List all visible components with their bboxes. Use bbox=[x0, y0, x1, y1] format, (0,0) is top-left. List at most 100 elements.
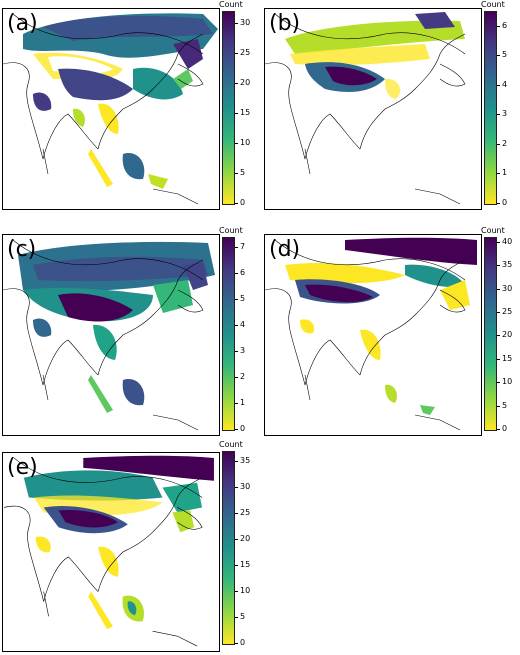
panel-c: (c) Count 7 6 5 4 3 2 1 0 bbox=[0, 226, 260, 441]
legend-tick-mark bbox=[497, 25, 500, 27]
legend-tick-mark bbox=[235, 591, 238, 593]
legend-tick-label: 30 bbox=[240, 482, 251, 492]
legend-tick-mark bbox=[235, 539, 238, 541]
panel-b-label: (b) bbox=[269, 11, 301, 36]
legend-tick-label: 5 bbox=[502, 50, 508, 60]
legend-tick-mark bbox=[235, 83, 238, 84]
legend-tick-mark bbox=[235, 377, 238, 379]
legend-tick-label: 15 bbox=[240, 560, 251, 570]
legend-tick-label: 5 bbox=[240, 612, 246, 622]
map-b: (b) bbox=[264, 8, 482, 210]
legend-tick-mark bbox=[235, 643, 238, 644]
legend-tick-mark bbox=[235, 351, 238, 353]
legend-tick-mark bbox=[497, 241, 500, 243]
legend-tick-mark bbox=[235, 143, 238, 144]
legend-tick-mark bbox=[235, 617, 238, 619]
panel-a-label: (a) bbox=[7, 11, 38, 36]
map-e-svg bbox=[4, 455, 214, 647]
legend-tick-mark bbox=[497, 429, 500, 430]
legend-tick-label: 0 bbox=[240, 198, 246, 207]
legend-tick-mark bbox=[235, 203, 238, 204]
map-e: (e) bbox=[2, 452, 220, 652]
legend-tick-label: 0 bbox=[502, 424, 508, 433]
legend-tick-mark bbox=[235, 247, 238, 249]
legend-tick-label: 4 bbox=[502, 79, 508, 89]
legend-c-colorbar bbox=[222, 237, 235, 431]
legend-tick-mark bbox=[235, 461, 238, 463]
legend-tick-mark bbox=[497, 203, 500, 204]
legend-tick-label: 10 bbox=[502, 377, 513, 387]
panel-b: (b) Count 6 5 4 3 2 1 0 bbox=[262, 0, 520, 215]
legend-tick-mark bbox=[235, 487, 238, 489]
legend-tick-label: 20 bbox=[240, 78, 251, 87]
legend-tick-mark bbox=[497, 382, 500, 384]
map-d-svg bbox=[265, 237, 477, 431]
legend-tick-mark bbox=[497, 405, 500, 407]
legend-tick-label: 5 bbox=[502, 400, 508, 410]
legend-tick-label: 3 bbox=[240, 346, 246, 356]
map-a-svg bbox=[3, 13, 218, 205]
legend-tick-label: 0 bbox=[502, 198, 508, 207]
legend-tick-mark bbox=[235, 403, 238, 405]
legend-tick-label: 30 bbox=[502, 283, 513, 293]
legend-tick-label: 40 bbox=[502, 236, 513, 246]
legend-tick-mark bbox=[235, 565, 238, 567]
map-d: (d) bbox=[264, 234, 482, 436]
legend-tick-label: 35 bbox=[502, 260, 513, 270]
legend-b: Count 6 5 4 3 2 1 0 bbox=[481, 0, 520, 215]
legend-a: Count 30 25 20 15 10 5 0 bbox=[219, 0, 260, 215]
legend-tick-label: 30 bbox=[240, 18, 251, 27]
legend-tick-label: 0 bbox=[240, 638, 246, 647]
legend-tick-mark bbox=[497, 288, 500, 290]
legend-e: Count 35 30 25 20 15 10 5 0 bbox=[219, 440, 260, 655]
legend-tick-label: 20 bbox=[502, 330, 513, 340]
legend-tick-mark bbox=[497, 358, 500, 360]
panel-d-label: (d) bbox=[269, 237, 301, 262]
legend-tick-label: 6 bbox=[240, 268, 246, 278]
legend-e-colorbar bbox=[222, 451, 235, 645]
map-c: (c) bbox=[2, 234, 220, 436]
legend-tick-label: 7 bbox=[240, 242, 246, 252]
legend-a-title: Count bbox=[219, 0, 243, 9]
legend-tick-label: 4 bbox=[240, 320, 246, 330]
legend-tick-mark bbox=[497, 173, 500, 175]
legend-tick-label: 6 bbox=[502, 20, 508, 30]
legend-tick-label: 3 bbox=[502, 109, 508, 119]
legend-tick-mark bbox=[235, 325, 238, 327]
panel-e-label: (e) bbox=[7, 455, 38, 480]
legend-tick-mark bbox=[235, 53, 238, 54]
legend-tick-mark bbox=[497, 114, 500, 116]
legend-tick-label: 1 bbox=[502, 168, 508, 178]
legend-tick-label: 25 bbox=[240, 48, 251, 57]
map-c-svg bbox=[3, 239, 215, 431]
legend-d-colorbar bbox=[484, 237, 497, 431]
legend-b-colorbar bbox=[484, 11, 497, 205]
legend-d: Count 40 35 30 25 20 15 10 5 0 bbox=[481, 226, 520, 441]
panel-d: (d) Count 40 35 30 25 20 15 10 5 0 bbox=[262, 226, 520, 441]
legend-tick-label: 35 bbox=[240, 456, 251, 466]
legend-tick-label: 25 bbox=[240, 508, 251, 518]
legend-tick-label: 0 bbox=[240, 424, 246, 433]
legend-tick-label: 1 bbox=[240, 398, 246, 408]
legend-tick-mark bbox=[235, 173, 238, 174]
legend-tick-mark bbox=[497, 335, 500, 337]
legend-tick-mark bbox=[235, 23, 238, 24]
legend-tick-mark bbox=[497, 265, 500, 267]
legend-tick-label: 25 bbox=[502, 306, 513, 316]
legend-tick-mark bbox=[497, 55, 500, 57]
legend-c-title: Count bbox=[219, 226, 243, 235]
map-b-svg bbox=[265, 12, 466, 205]
map-a: (a) bbox=[2, 8, 220, 210]
legend-tick-label: 5 bbox=[240, 168, 246, 177]
legend-tick-label: 2 bbox=[240, 372, 246, 382]
legend-b-title: Count bbox=[481, 0, 505, 9]
legend-tick-label: 2 bbox=[502, 138, 508, 148]
panel-c-label: (c) bbox=[7, 237, 37, 262]
legend-d-title: Count bbox=[481, 226, 505, 235]
panel-e: (e) Count 35 30 25 20 15 10 5 0 bbox=[0, 440, 260, 655]
legend-a-colorbar bbox=[222, 11, 235, 205]
legend-tick-mark bbox=[235, 273, 238, 275]
legend-tick-mark bbox=[497, 143, 500, 145]
legend-tick-mark bbox=[497, 311, 500, 313]
legend-tick-label: 15 bbox=[240, 108, 251, 117]
